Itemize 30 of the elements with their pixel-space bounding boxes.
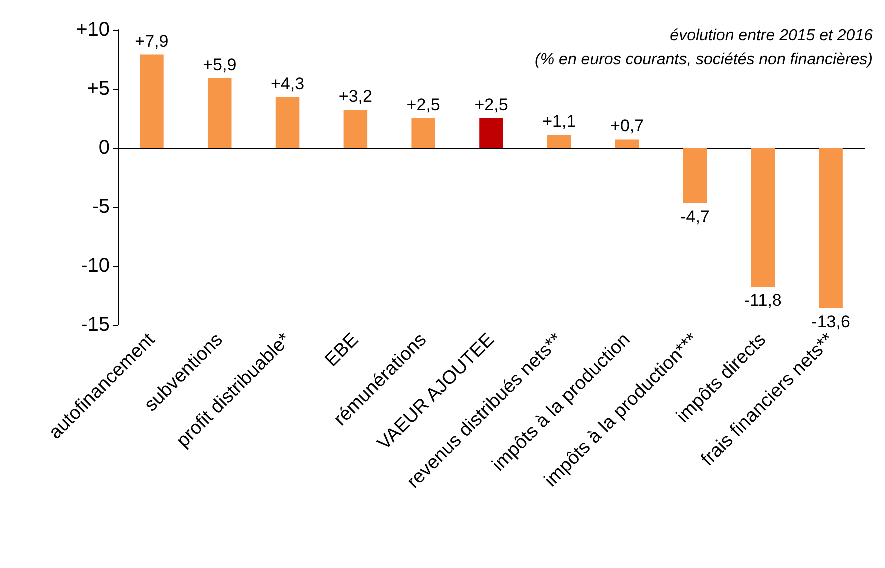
y-tick-label: -5 xyxy=(92,196,110,218)
bar xyxy=(412,118,436,148)
annotation: évolution entre 2015 et 2016 xyxy=(670,28,874,44)
y-tick-label: -15 xyxy=(81,314,110,336)
data-label: +2,5 xyxy=(406,96,440,114)
data-label: +3,2 xyxy=(338,87,372,106)
data-label: -11,8 xyxy=(744,291,782,310)
data-label: +1,1 xyxy=(542,112,576,132)
data-label: -13,6 xyxy=(812,312,850,332)
data-label: +5,9 xyxy=(203,55,237,74)
bar xyxy=(683,148,708,204)
y-tick-label: +5 xyxy=(87,78,110,100)
bar xyxy=(208,78,232,148)
y-tick-label: -10 xyxy=(81,255,110,277)
bar xyxy=(751,148,776,288)
bar xyxy=(480,118,504,148)
bar xyxy=(344,110,368,148)
bar xyxy=(140,54,164,148)
data-label: +4,3 xyxy=(270,74,305,94)
bar xyxy=(615,140,640,148)
y-tick-label: +10 xyxy=(76,19,110,41)
data-label: +2,5 xyxy=(474,96,508,114)
data-label: +0,7 xyxy=(610,116,644,136)
annotation: (% en euros courants, sociétés non financières) xyxy=(535,52,873,68)
data-label: -4,7 xyxy=(680,207,710,226)
bar xyxy=(276,97,300,148)
data-label: +7,9 xyxy=(135,32,169,51)
bar xyxy=(548,135,572,148)
bar xyxy=(819,148,843,308)
y-tick-label: 0 xyxy=(98,137,110,159)
